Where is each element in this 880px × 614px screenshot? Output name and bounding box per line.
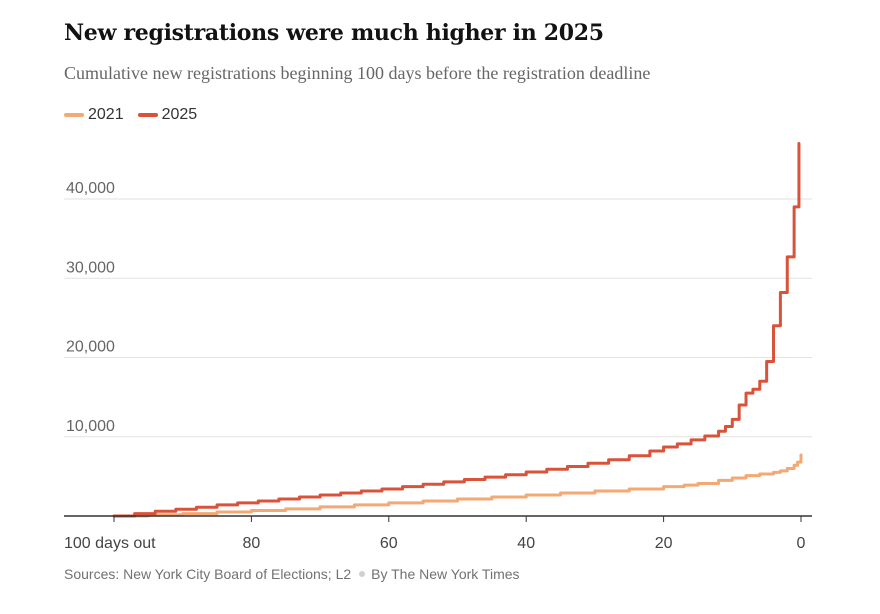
source-line: Sources: New York City Board of Election… xyxy=(64,566,520,582)
separator-dot xyxy=(359,571,366,578)
legend-item-2025: 2025 xyxy=(137,106,198,124)
x-tick-label: 20 xyxy=(655,535,673,552)
legend-item-2021: 2021 xyxy=(64,106,124,124)
y-tick-label: 10,000 xyxy=(66,418,115,435)
x-tick-label: 100 days out xyxy=(64,535,156,552)
source-text: Sources: New York City Board of Election… xyxy=(64,566,352,582)
series-line-2021 xyxy=(112,453,803,518)
chart-title: New registrations were much higher in 20… xyxy=(64,20,604,46)
series-line-2025 xyxy=(112,142,801,518)
legend-label-2025: 2025 xyxy=(161,106,198,123)
legend-swatch-2021 xyxy=(64,113,84,117)
chart-plot: 10,000 20,000 30,000 40,000 100 days out 80 60… xyxy=(64,142,812,552)
x-tick-label: 40 xyxy=(517,535,535,552)
legend: 2021 2025 xyxy=(64,106,197,124)
x-tick-label: 0 xyxy=(797,535,806,552)
legend-swatch-2025 xyxy=(137,113,158,117)
x-tick-label: 80 xyxy=(243,535,261,552)
y-tick-label: 40,000 xyxy=(66,180,115,197)
byline: By The New York Times xyxy=(371,566,520,582)
y-tick-label: 30,000 xyxy=(66,259,115,276)
y-tick-label: 20,000 xyxy=(66,339,115,356)
chart-subtitle: Cumulative new registrations beginning 1… xyxy=(64,63,651,83)
x-tick-label: 60 xyxy=(380,535,398,552)
legend-label-2021: 2021 xyxy=(88,106,124,123)
